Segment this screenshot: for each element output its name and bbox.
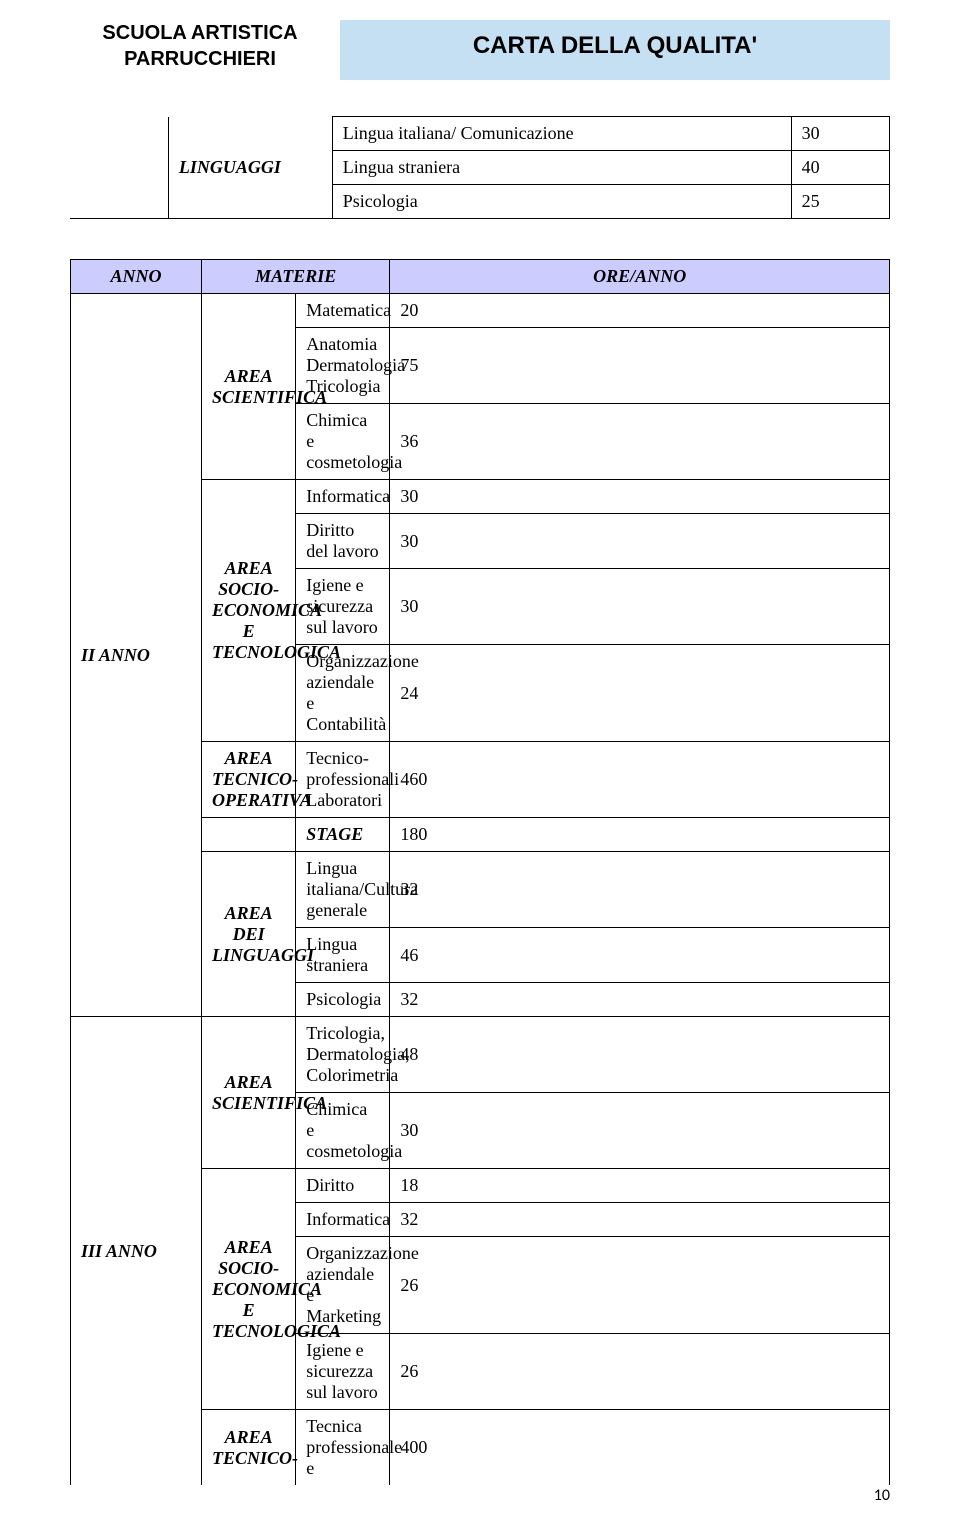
subject-cell: Informatica: [296, 480, 390, 514]
hours-cell: 460: [390, 742, 890, 818]
subject-cell: Igiene e sicurezza sul lavoro: [296, 1334, 390, 1410]
area-label-linguaggi: LINGUAGGI: [168, 117, 332, 219]
subject-cell: Diritto: [296, 1169, 390, 1203]
document-header: SCUOLA ARTISTICA PARRUCCHIERI CARTA DELL…: [70, 20, 890, 80]
hours-cell: 30: [390, 480, 890, 514]
subject-cell: Tricologia, Dermatologia, Colorimetria: [296, 1017, 390, 1093]
hours-cell: 20: [390, 294, 890, 328]
hours-cell: 75: [390, 328, 890, 404]
page-number: 10: [874, 1486, 890, 1505]
hours-cell: 36: [390, 404, 890, 480]
subject-cell: Matematica: [296, 294, 390, 328]
page: SCUOLA ARTISTICA PARRUCCHIERI CARTA DELL…: [0, 0, 960, 1525]
subject-cell: Chimica e cosmetologia: [296, 404, 390, 480]
stage-hours: 180: [390, 818, 890, 852]
empty-cell: [70, 117, 168, 219]
table-row: II ANNO AREA SCIENTIFICA Matematica 20: [71, 294, 890, 328]
subject-cell: Lingua straniera: [332, 151, 791, 185]
hours-cell: 30: [791, 117, 889, 151]
hours-cell: 32: [390, 1203, 890, 1237]
area-scientifica-3: AREA SCIENTIFICA: [202, 1017, 296, 1169]
subject-cell: Organizzazione aziendale e Marketing: [296, 1237, 390, 1334]
header-left-line1: SCUOLA ARTISTICA: [102, 22, 297, 44]
area-socio-economica-3: AREA SOCIO-ECONOMICA E TECNOLOGICA: [202, 1169, 296, 1410]
hours-cell: 30: [390, 569, 890, 645]
table-row: III ANNO AREA SCIENTIFICA Tricologia, De…: [71, 1017, 890, 1093]
subject-cell: Diritto del lavoro: [296, 514, 390, 569]
subject-cell: Igiene e sicurezza sul lavoro: [296, 569, 390, 645]
hours-cell: 26: [390, 1334, 890, 1410]
area-scientifica: AREA SCIENTIFICA: [202, 294, 296, 480]
top-table: LINGUAGGI Lingua italiana/ Comunicazione…: [70, 116, 890, 219]
hours-cell: 30: [390, 1093, 890, 1169]
year-label-3: III ANNO: [71, 1017, 202, 1486]
subject-cell: Psicologia: [296, 983, 390, 1017]
stage-label: STAGE: [296, 818, 390, 852]
hours-cell: 18: [390, 1169, 890, 1203]
hours-cell: 32: [390, 852, 890, 928]
subject-cell: Psicologia: [332, 185, 791, 219]
subject-cell: Lingua italiana/Cultura generale: [296, 852, 390, 928]
subject-cell: Organizzazione aziendale e Contabilità: [296, 645, 390, 742]
subject-cell: Chimica e cosmetologia: [296, 1093, 390, 1169]
subject-cell: Lingua italiana/ Comunicazione: [332, 117, 791, 151]
hours-cell: 400: [390, 1410, 890, 1486]
hours-cell: 25: [791, 185, 889, 219]
hours-cell: 40: [791, 151, 889, 185]
area-socio-economica: AREA SOCIO-ECONOMICA E TECNOLOGICA: [202, 480, 296, 742]
col-anno: ANNO: [71, 260, 202, 294]
area-linguaggi: AREA DEI LINGUAGGI: [202, 852, 296, 1017]
year-label-2: II ANNO: [71, 294, 202, 1017]
subject-cell: Tecnica professionale e: [296, 1410, 390, 1486]
col-materie: MATERIE: [202, 260, 390, 294]
hours-cell: 46: [390, 928, 890, 983]
empty-cell: [202, 818, 296, 852]
table-row: LINGUAGGI Lingua italiana/ Comunicazione…: [70, 117, 890, 151]
year-table: ANNO MATERIE ORE/ANNO II ANNO AREA SCIEN…: [70, 259, 890, 1485]
subject-cell: Lingua straniera: [296, 928, 390, 983]
subject-cell: Tecnico-professionali Laboratori: [296, 742, 390, 818]
subject-cell: Informatica: [296, 1203, 390, 1237]
hours-cell: 32: [390, 983, 890, 1017]
hours-cell: 24: [390, 645, 890, 742]
col-ore: ORE/ANNO: [390, 260, 890, 294]
hours-cell: 26: [390, 1237, 890, 1334]
header-left-line2: PARRUCCHIERI: [124, 48, 276, 70]
header-left: SCUOLA ARTISTICA PARRUCCHIERI: [70, 20, 330, 72]
header-banner: CARTA DELLA QUALITA': [340, 20, 890, 80]
hours-cell: 48: [390, 1017, 890, 1093]
subject-cell: Anatomia Dermatologia Tricologia: [296, 328, 390, 404]
table-header-row: ANNO MATERIE ORE/ANNO: [71, 260, 890, 294]
area-tecnico-3: AREA TECNICO-: [202, 1410, 296, 1486]
hours-cell: 30: [390, 514, 890, 569]
area-tecnico-operativa: AREA TECNICO-OPERATIVA: [202, 742, 296, 818]
